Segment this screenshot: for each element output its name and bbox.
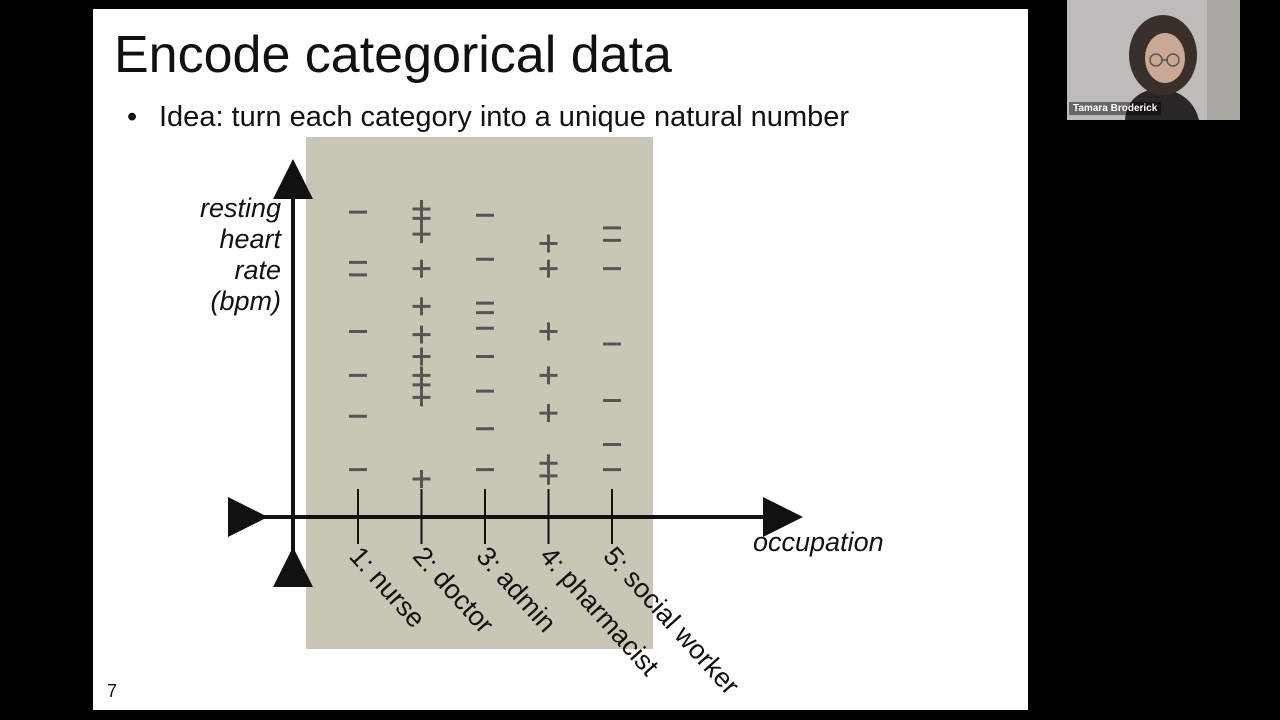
bullet-text: Idea: turn each category into a unique n… <box>159 101 850 133</box>
plus-point <box>539 366 558 385</box>
plus-point <box>412 297 431 316</box>
highlight-band <box>306 137 653 649</box>
plus-point <box>539 234 558 253</box>
plus-point <box>412 209 431 228</box>
plus-point <box>539 322 558 341</box>
participant-name: Tamara Broderick <box>1069 102 1162 115</box>
y-axis-label-line: rate <box>234 255 281 285</box>
page-number: 7 <box>107 681 118 701</box>
plus-point <box>539 404 558 423</box>
y-axis-label-line: (bpm) <box>210 286 281 316</box>
webcam-tile[interactable]: Tamara Broderick <box>1067 0 1240 120</box>
plus-point <box>412 325 431 344</box>
y-axis-label-line: resting <box>200 193 281 223</box>
plus-point <box>539 466 558 485</box>
slide: Encode categorical data • Idea: turn each… <box>93 9 1028 710</box>
slide-title: Encode categorical data <box>114 26 672 84</box>
plus-point <box>412 347 431 366</box>
plus-point <box>412 225 431 244</box>
plus-point <box>412 259 431 278</box>
y-axis-label-line: heart <box>219 224 282 254</box>
participant-video <box>1067 0 1240 120</box>
plus-point <box>539 259 558 278</box>
x-axis-label: occupation <box>753 527 884 557</box>
plus-point <box>412 388 431 407</box>
plus-point <box>412 470 431 488</box>
bullet-dot: • <box>127 101 138 133</box>
bullet-point: • Idea: turn each category into a unique … <box>127 101 849 134</box>
